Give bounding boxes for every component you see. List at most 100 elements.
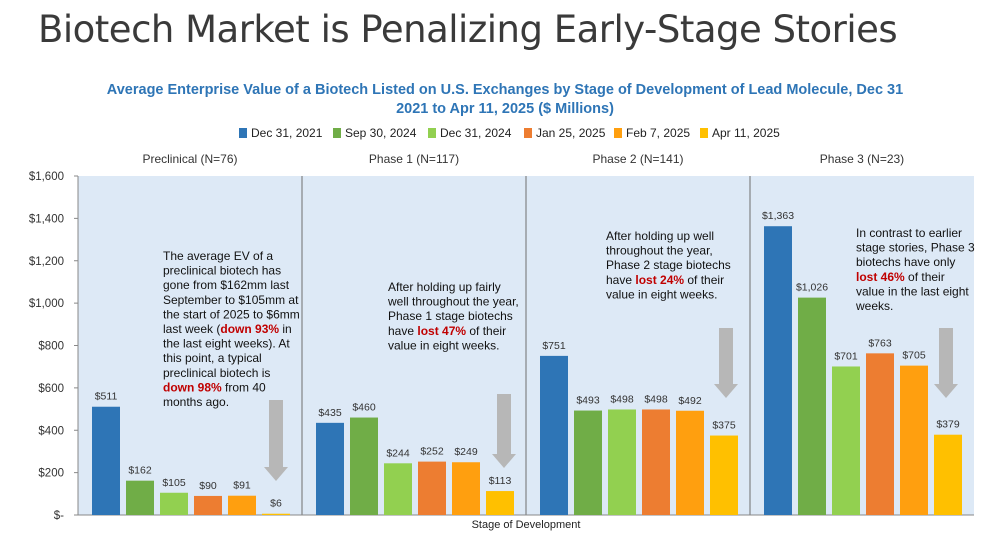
annotation-line: stage stories, Phase 3 — [856, 241, 975, 255]
annotation-line: Phase 2 stage biotechs — [606, 258, 731, 272]
annotation-line: months ago. — [163, 395, 229, 409]
down-arrow-icon — [264, 400, 288, 481]
bar-value-label: $460 — [352, 402, 376, 414]
annotation-text: stage stories, Phase 3 — [856, 241, 975, 255]
bar-value-label: $379 — [936, 419, 960, 431]
annotation-text: gone from $162mm last — [163, 278, 290, 292]
bar-value-label: $701 — [834, 350, 858, 362]
bar — [418, 461, 446, 515]
bar — [262, 513, 290, 515]
annotation-text: In contrast to earlier — [856, 226, 962, 240]
page-title: Biotech Market is Penalizing Early-Stage… — [38, 8, 898, 51]
bar — [316, 422, 344, 515]
annotation-highlight: lost 47% — [417, 324, 466, 338]
annotation-line: this point, a typical — [163, 351, 262, 365]
x-axis-title: Stage of Development — [472, 519, 581, 531]
panel-label: Phase 2 (N=141) — [592, 152, 683, 166]
annotation-highlight: lost 46% — [856, 270, 905, 284]
bar — [92, 406, 120, 515]
bar-value-label: $1,363 — [762, 210, 794, 222]
chart-subtitle-line: Average Enterprise Value of a Biotech Li… — [107, 82, 903, 98]
bar-value-label: $498 — [644, 393, 668, 405]
annotation-text: The average EV of a — [163, 249, 273, 263]
annotation-line: last week (down 93% in — [163, 322, 292, 336]
bar — [900, 365, 928, 515]
bar-value-label: $244 — [386, 447, 410, 459]
annotation-highlight: down 98% — [163, 380, 222, 394]
annotation-line: well throughout the year, — [387, 295, 519, 309]
annotation-text: value in eight weeks. — [606, 287, 717, 301]
annotation-line: value in the last eight — [856, 284, 969, 298]
annotation-line: down 98% from 40 — [163, 380, 266, 394]
annotation-line: the last eight weeks). At — [163, 337, 290, 351]
bar-value-label: $105 — [162, 477, 186, 489]
bar-value-label: $705 — [902, 350, 926, 362]
bar-value-label: $763 — [868, 337, 892, 349]
bar — [452, 462, 480, 515]
annotation-text: last week ( — [163, 322, 220, 336]
y-tick-label: $1,400 — [29, 213, 64, 225]
annotation-line: have lost 47% of their — [388, 324, 506, 338]
annotation-text: biotechs have only — [856, 255, 955, 269]
bar — [608, 409, 636, 515]
bar-value-label: $492 — [678, 395, 702, 407]
bar — [934, 434, 962, 515]
annotation-text: the last eight weeks). At — [163, 337, 290, 351]
annotation-text: this point, a typical — [163, 351, 262, 365]
panel-label: Phase 1 (N=117) — [369, 152, 459, 166]
legend-swatch — [428, 128, 436, 138]
annotation-line: weeks. — [855, 299, 893, 313]
legend-swatch — [700, 128, 708, 138]
annotation-line: In contrast to earlier — [856, 226, 962, 240]
annotation-line: Phase 1 stage biotechs — [388, 309, 513, 323]
legend-label: Apr 11, 2025 — [712, 126, 780, 140]
legend-swatch — [333, 128, 341, 138]
panel-label: Phase 3 (N=23) — [820, 152, 904, 166]
bar — [676, 410, 704, 515]
legend-label: Sep 30, 2024 — [345, 126, 417, 140]
annotation-text: preclinical biotech has — [163, 264, 281, 278]
bar — [642, 409, 670, 515]
annotation-line: throughout the year, — [606, 244, 713, 258]
legend-swatch — [614, 128, 622, 138]
annotation-line: biotechs have only — [856, 255, 955, 269]
bar-value-label: $375 — [712, 420, 736, 432]
annotation-highlight: down 93% — [220, 322, 279, 336]
bar-value-label: $90 — [199, 480, 217, 492]
bar-value-label: $511 — [95, 391, 118, 403]
annotation-line: The average EV of a — [163, 249, 273, 263]
y-tick-label: $1,000 — [29, 298, 64, 310]
legend-label: Feb 7, 2025 — [626, 126, 690, 140]
bar — [350, 417, 378, 515]
bar-value-label: $252 — [420, 446, 444, 458]
bar — [384, 463, 412, 515]
annotation-text: September to $105mm at — [163, 293, 299, 307]
bar — [764, 226, 792, 516]
bar — [832, 366, 860, 515]
bar — [574, 410, 602, 515]
bar-value-label: $1,026 — [796, 282, 828, 294]
annotation-text: have — [606, 273, 635, 287]
bar — [228, 495, 256, 515]
annotation-text: from 40 — [222, 380, 266, 394]
annotation-highlight: lost 24% — [635, 273, 684, 287]
annotation-text: have — [388, 324, 417, 338]
bar — [194, 495, 222, 515]
bar-value-label: $493 — [576, 395, 600, 407]
bar — [798, 297, 826, 515]
bar — [160, 492, 188, 515]
annotation-text: well throughout the year, — [387, 295, 519, 309]
bar — [710, 435, 738, 515]
annotation-text: the start of 2025 to $6mm — [163, 307, 300, 321]
annotation-line: preclinical biotech has — [163, 264, 281, 278]
legend-label: Dec 31, 2021 — [251, 126, 323, 140]
legend-swatch — [524, 128, 532, 138]
annotation-text: Phase 2 stage biotechs — [606, 258, 731, 272]
panel-label: Preclinical (N=76) — [142, 152, 237, 166]
annotation-line: After holding up well — [606, 229, 714, 243]
annotation-text: After holding up well — [606, 229, 714, 243]
annotation-text: of their — [905, 270, 945, 284]
y-tick-label: $400 — [38, 425, 64, 437]
